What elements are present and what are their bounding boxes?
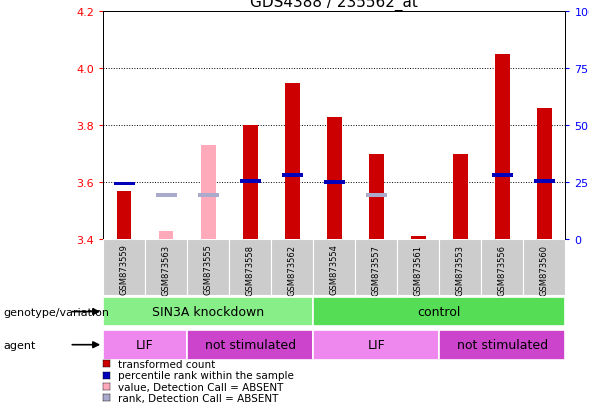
Bar <box>201 146 216 240</box>
Text: GSM873553: GSM873553 <box>456 244 465 295</box>
Text: GSM873555: GSM873555 <box>204 244 213 295</box>
Bar <box>355 240 398 295</box>
Bar <box>327 117 342 240</box>
Text: not stimulated: not stimulated <box>457 338 548 351</box>
Bar <box>187 330 313 360</box>
Bar <box>155 194 177 197</box>
Bar <box>159 231 174 240</box>
Bar <box>103 297 313 327</box>
Text: value, Detection Call = ABSENT: value, Detection Call = ABSENT <box>118 382 283 392</box>
Bar <box>534 180 555 183</box>
Bar <box>453 154 468 240</box>
Bar <box>145 240 187 295</box>
Bar <box>537 109 552 240</box>
Bar <box>369 154 383 240</box>
Bar <box>313 330 439 360</box>
Text: genotype/variation: genotype/variation <box>3 307 109 317</box>
Bar <box>411 237 426 240</box>
Bar <box>103 330 187 360</box>
Bar <box>492 174 513 178</box>
Text: GSM873563: GSM873563 <box>161 244 171 295</box>
Text: GSM873560: GSM873560 <box>540 244 549 295</box>
Bar <box>285 83 300 240</box>
Bar <box>495 55 509 240</box>
Bar <box>243 126 257 240</box>
Bar <box>481 240 524 295</box>
Bar <box>117 191 131 240</box>
Bar <box>313 240 355 295</box>
Bar <box>282 174 303 178</box>
Text: not stimulated: not stimulated <box>204 338 296 351</box>
Text: LIF: LIF <box>136 338 154 351</box>
Bar <box>366 194 387 197</box>
Text: SIN3A knockdown: SIN3A knockdown <box>152 305 264 318</box>
Text: GSM873557: GSM873557 <box>372 244 381 295</box>
Text: GSM873558: GSM873558 <box>246 244 254 295</box>
Bar <box>271 240 313 295</box>
Bar <box>439 330 565 360</box>
Bar <box>187 240 229 295</box>
Text: rank, Detection Call = ABSENT: rank, Detection Call = ABSENT <box>118 393 278 403</box>
Text: percentile rank within the sample: percentile rank within the sample <box>118 370 294 380</box>
Text: GSM873561: GSM873561 <box>414 244 423 295</box>
Text: GSM873554: GSM873554 <box>330 244 339 295</box>
Bar <box>324 181 345 185</box>
Bar <box>439 240 481 295</box>
Title: GDS4388 / 235562_at: GDS4388 / 235562_at <box>250 0 418 11</box>
Bar <box>313 297 565 327</box>
Text: agent: agent <box>3 340 35 350</box>
Bar <box>524 240 565 295</box>
Text: LIF: LIF <box>368 338 385 351</box>
Bar <box>229 240 271 295</box>
Bar <box>240 180 261 183</box>
Text: GSM873559: GSM873559 <box>120 244 128 295</box>
Text: control: control <box>418 305 461 318</box>
Bar <box>103 240 145 295</box>
Text: GSM873562: GSM873562 <box>287 244 297 295</box>
Bar <box>398 240 439 295</box>
Text: transformed count: transformed count <box>118 359 215 369</box>
Bar <box>198 194 219 197</box>
Text: GSM873556: GSM873556 <box>498 244 507 295</box>
Bar <box>114 182 135 186</box>
